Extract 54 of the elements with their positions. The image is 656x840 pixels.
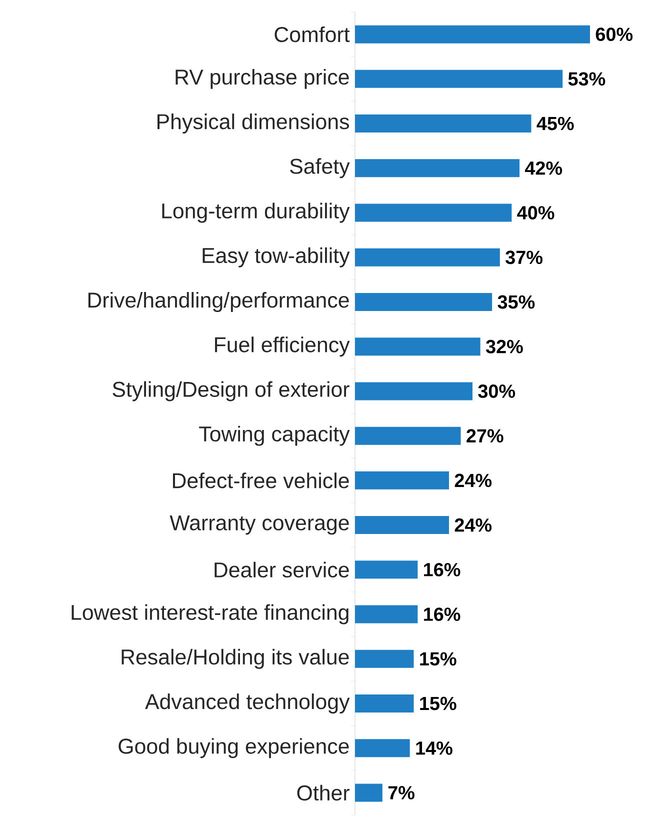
data-label: 60% [596, 28, 633, 42]
y-tick-label: Other [297, 784, 350, 801]
data-label: 32% [486, 340, 523, 354]
bar [354, 560, 418, 579]
bar [354, 605, 418, 624]
y-tick-label: Safety [290, 158, 350, 178]
y-tick-label: Advanced technology [145, 694, 350, 714]
data-label: 16% [424, 608, 460, 621]
bar [354, 739, 410, 758]
bar [354, 204, 512, 222]
bar [354, 382, 472, 400]
data-label: 30% [478, 384, 516, 398]
bar [354, 650, 414, 668]
y-tick-label: RV purchase price [176, 68, 349, 89]
y-tick-label: Resale/Holding its value [122, 648, 349, 669]
bar [354, 338, 480, 356]
bar [354, 114, 532, 133]
bar [354, 694, 414, 712]
data-label: 16% [424, 562, 460, 576]
data-label: 14% [416, 741, 452, 755]
bar [354, 784, 382, 802]
bar [354, 159, 520, 178]
data-label: 37% [506, 250, 542, 264]
data-label: 24% [454, 474, 492, 488]
data-label: 53% [568, 72, 606, 86]
y-tick-label: Comfort [274, 26, 350, 42]
y-tick-label: Good buying experience [118, 738, 349, 758]
bar [354, 25, 590, 44]
y-tick-label: Easy tow-ability [202, 247, 350, 268]
y-tick-label: Lowest interest-rate financing [72, 604, 348, 624]
data-label: 7% [388, 786, 414, 800]
data-label: 24% [454, 518, 492, 532]
y-tick-label: Long-term durability [162, 202, 350, 223]
data-label: 15% [420, 652, 456, 666]
bar [354, 426, 461, 445]
bar [354, 471, 449, 490]
y-tick-label: Fuel efficiency [215, 336, 350, 357]
y-tick-label: Dealer service [214, 562, 349, 578]
data-label: 35% [498, 295, 535, 309]
y-tick-label: Towing capacity [199, 426, 350, 446]
data-label: 45% [536, 116, 574, 130]
data-label: 15% [420, 696, 456, 710]
y-tick-label: Physical dimensions [158, 114, 349, 134]
bar [354, 70, 563, 88]
y-tick-label: Defect-free vehicle [172, 472, 349, 488]
y-tick-label: Warranty coverage [170, 515, 349, 535]
y-tick-label: Drive/handling/performance [88, 292, 349, 312]
data-label: 42% [524, 161, 562, 175]
bar [354, 516, 449, 534]
bar [354, 292, 492, 311]
bar [354, 248, 500, 266]
y-tick-label: Styling/Design of exterior [112, 381, 350, 402]
data-label: 27% [466, 429, 504, 442]
data-label: 40% [517, 206, 554, 220]
